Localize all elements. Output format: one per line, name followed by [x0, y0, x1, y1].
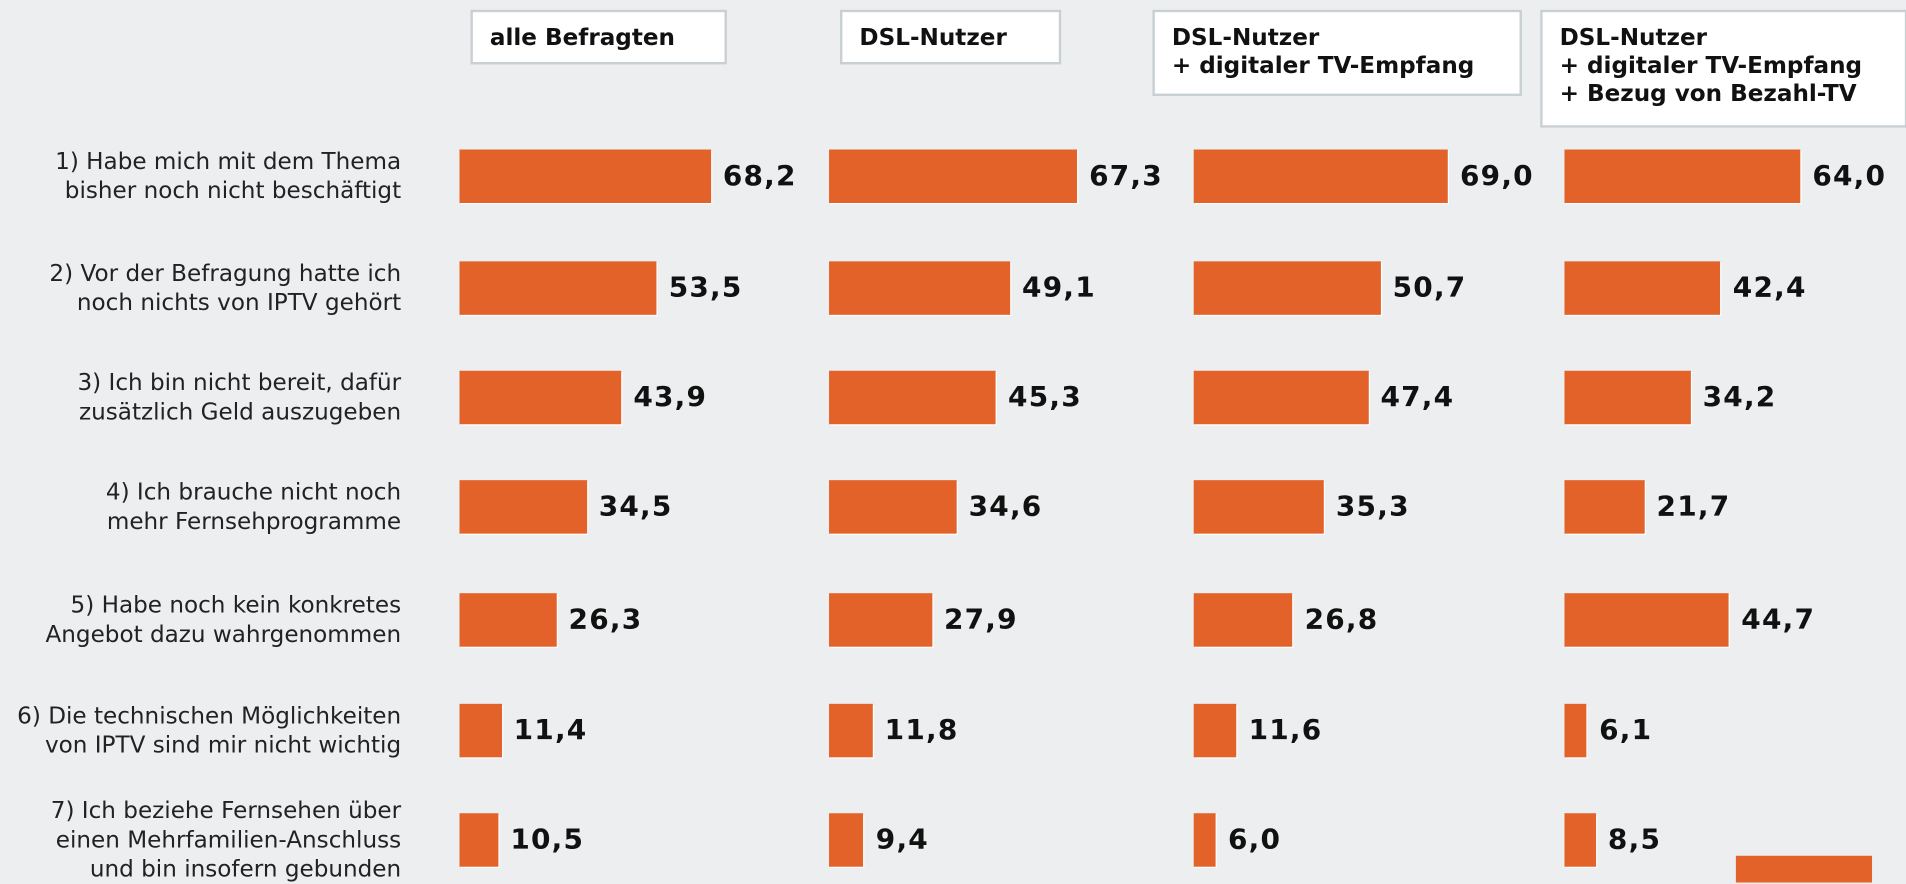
value-label: 11,8 — [884, 714, 959, 747]
bar — [1193, 261, 1381, 315]
bar — [1193, 370, 1369, 425]
bar — [829, 149, 1077, 204]
series-header: alle Befragten — [470, 9, 727, 65]
value-label: 11,4 — [513, 714, 588, 747]
value-label: 47,4 — [1380, 381, 1455, 414]
bar — [829, 593, 932, 647]
bar — [1193, 149, 1448, 204]
bar — [1193, 703, 1237, 758]
value-label: 27,9 — [943, 604, 1018, 636]
value-label: 50,7 — [1392, 272, 1467, 304]
category-label: 4) Ich brauche nicht noch mehr Fernsehpr… — [105, 478, 402, 535]
bar — [1193, 813, 1216, 867]
category-label: 5) Habe noch kein konkretes Angebot dazu… — [45, 591, 402, 648]
value-label: 8,5 — [1607, 824, 1662, 856]
bar — [459, 261, 657, 315]
value-label: 21,7 — [1656, 491, 1731, 523]
bar — [829, 261, 1010, 315]
value-label: 64,0 — [1812, 160, 1887, 193]
bar — [1564, 593, 1730, 647]
value-label: 67,3 — [1089, 160, 1163, 193]
bar — [459, 703, 502, 758]
value-label: 34,2 — [1702, 381, 1777, 414]
value-label: 49,1 — [1022, 272, 1096, 304]
bar — [829, 480, 957, 534]
value-label: 6,1 — [1599, 714, 1653, 747]
bar — [1193, 593, 1293, 647]
bar — [1564, 813, 1596, 867]
value-label: 53,5 — [668, 272, 743, 304]
category-label: 3) Ich bin nicht bereit, dafür zusätzlic… — [77, 369, 402, 426]
category-label: 1) Habe mich mit dem Thema bisher noch n… — [55, 148, 402, 205]
value-label: 26,8 — [1304, 604, 1379, 636]
value-label: 34,6 — [968, 491, 1043, 523]
value-label: 6,0 — [1227, 824, 1282, 856]
value-label: 26,3 — [568, 604, 643, 636]
bar — [459, 813, 499, 867]
bar — [1193, 480, 1324, 534]
value-label: 34,5 — [598, 491, 673, 523]
value-label: 69,0 — [1460, 160, 1534, 193]
value-label: 11,6 — [1248, 714, 1323, 747]
value-label: 35,3 — [1335, 491, 1410, 523]
bar — [1564, 149, 1801, 204]
bar — [459, 480, 587, 534]
bar — [459, 149, 711, 204]
bar — [829, 370, 996, 425]
category-label: 7) Ich beziehe Fernsehen über einen Mehr… — [50, 797, 402, 883]
series-header: DSL-Nutzer + digitaler TV-Empfang — [1152, 9, 1522, 97]
value-label: 9,4 — [875, 824, 929, 856]
category-label: 2) Vor der Befragung hatte ich noch nich… — [49, 260, 402, 317]
bar — [1564, 370, 1691, 425]
value-label: 45,3 — [1008, 381, 1082, 414]
value-label: 43,9 — [633, 381, 708, 414]
bar — [1564, 480, 1645, 534]
series-header: DSL-Nutzer — [839, 9, 1062, 65]
value-label: 44,7 — [1741, 604, 1816, 636]
value-label: 68,2 — [722, 160, 797, 193]
bar — [829, 703, 873, 758]
series-header: DSL-Nutzer + digitaler TV-Empfang + Bezu… — [1540, 9, 1906, 128]
category-label: 6) Die technischen Möglichkeiten von IPT… — [17, 702, 402, 759]
bar — [1564, 703, 1587, 758]
bar — [1564, 261, 1721, 315]
bar — [459, 370, 622, 425]
logo-block — [1735, 855, 1873, 883]
value-label: 10,5 — [510, 824, 585, 856]
bar — [829, 813, 864, 867]
bar — [459, 593, 557, 647]
value-label: 42,4 — [1732, 272, 1807, 304]
